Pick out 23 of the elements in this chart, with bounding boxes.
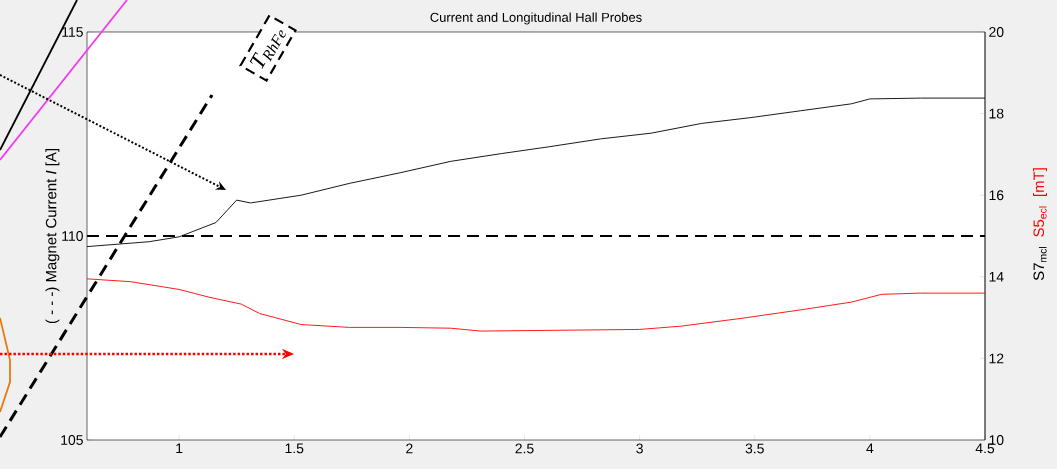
x-tick-label: 3.5: [745, 443, 764, 454]
y2-axis-title: [mT]: [1033, 168, 1047, 196]
y-tick-label: 105: [61, 435, 83, 445]
text: S7$_{mcl}$: [1033, 246, 1047, 281]
y-tick-label: 115: [62, 27, 83, 37]
x-tick-label: 1: [176, 443, 183, 454]
x-tick-label: 2.5: [515, 443, 534, 454]
x-tick-label: 1.5: [285, 443, 304, 454]
line-series: [87, 278, 986, 332]
x-tick-label: 3: [636, 443, 643, 454]
y-tick-label: 110: [62, 231, 83, 241]
y2-tick-label: 12: [989, 353, 1004, 364]
text: S5$_{ecl}$: [1033, 206, 1047, 237]
y2-tick-label: 10: [989, 435, 1004, 445]
y2-tick-label: 20: [989, 27, 1004, 37]
y2-tick-label: 16: [989, 190, 1004, 201]
y2-tick-label: 14: [989, 272, 1004, 282]
x-tick-label: 2: [406, 443, 413, 454]
y2-tick-label: 18: [989, 108, 1004, 119]
chart-title: Current and Longitudinal Hall Probes: [430, 12, 642, 25]
x-tick-label: 4: [866, 443, 874, 454]
x-tick-label: 4.5: [975, 443, 995, 454]
y-axis-title: ( - - -) Magnet Current I [A]: [45, 149, 60, 324]
